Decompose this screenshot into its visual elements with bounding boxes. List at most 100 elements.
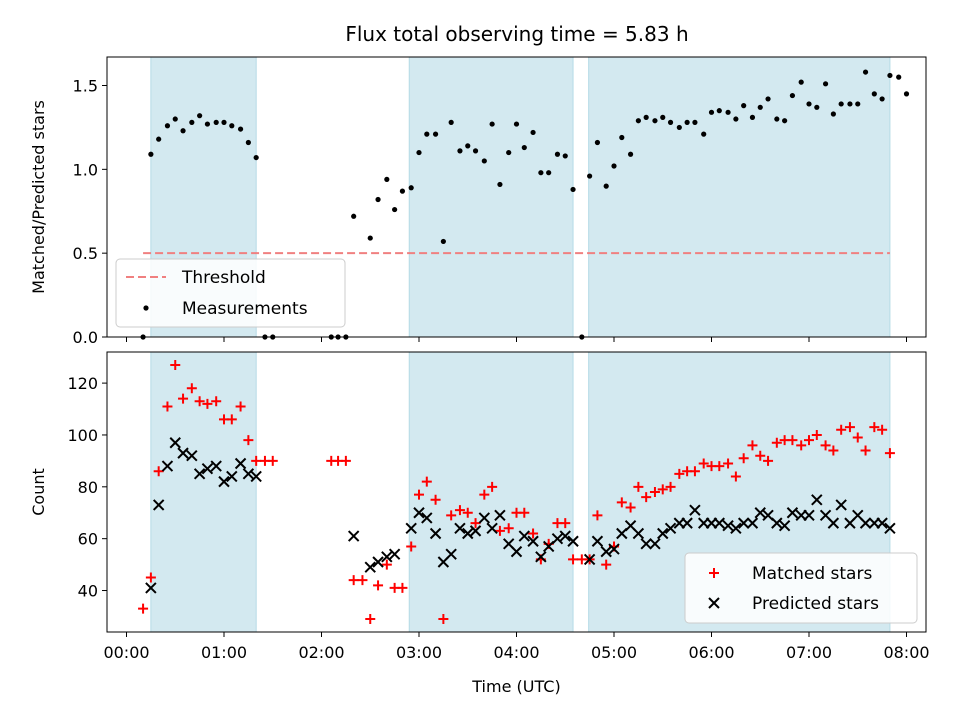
data-point xyxy=(722,519,734,532)
data-point xyxy=(211,396,222,407)
data-point xyxy=(513,121,520,127)
data-point xyxy=(169,437,181,449)
data-point xyxy=(692,119,698,125)
data-point xyxy=(859,517,872,529)
data-point xyxy=(657,527,669,540)
data-point xyxy=(649,487,660,497)
data-point xyxy=(871,91,877,97)
data-point xyxy=(454,522,466,535)
x-axis-label: Time (UTC) xyxy=(471,677,560,696)
data-point xyxy=(876,517,888,529)
data-point xyxy=(730,471,741,482)
data-point xyxy=(592,510,603,521)
data-point xyxy=(494,525,505,536)
data-point xyxy=(245,139,251,146)
data-point xyxy=(806,101,812,107)
data-point xyxy=(689,466,700,477)
data-point xyxy=(796,440,807,451)
data-point xyxy=(755,450,766,461)
x-tick-label: 06:00 xyxy=(688,643,734,662)
data-point xyxy=(438,614,449,625)
data-point xyxy=(787,435,798,446)
data-point xyxy=(855,101,861,107)
data-point xyxy=(201,462,214,475)
legend-swatch-matched xyxy=(709,568,719,578)
data-point xyxy=(896,74,902,80)
data-point xyxy=(741,103,747,109)
data-point xyxy=(820,440,831,451)
data-point xyxy=(725,109,731,115)
data-point xyxy=(570,186,576,193)
data-point xyxy=(462,507,473,518)
legend-swatch-predicted xyxy=(708,597,720,609)
data-point xyxy=(778,519,791,532)
data-point xyxy=(652,118,658,124)
data-point xyxy=(554,151,561,157)
y-tick-label: 0.5 xyxy=(73,244,98,263)
data-point xyxy=(884,522,896,535)
data-point xyxy=(506,149,512,156)
data-point xyxy=(405,522,417,535)
data-point xyxy=(478,512,491,524)
data-point xyxy=(583,553,596,566)
data-point xyxy=(737,517,750,529)
data-point xyxy=(162,401,173,412)
legend: Matched stars Predicted stars xyxy=(684,552,918,624)
data-point xyxy=(527,535,539,547)
x-tick-label: 02:00 xyxy=(298,643,344,662)
data-point xyxy=(827,517,840,529)
data-point xyxy=(189,119,195,125)
data-point xyxy=(429,527,442,540)
data-point xyxy=(649,538,661,550)
y-tick-label: 40 xyxy=(78,582,98,601)
data-point xyxy=(457,148,463,154)
data-point xyxy=(373,580,384,591)
data-point xyxy=(640,538,652,550)
data-point xyxy=(884,448,895,459)
data-point xyxy=(716,108,722,114)
data-point xyxy=(381,551,393,563)
x-tick-label: 07:00 xyxy=(786,643,832,662)
data-point xyxy=(186,383,197,394)
data-point xyxy=(594,139,601,146)
data-point xyxy=(674,468,685,479)
legend-box xyxy=(115,258,346,328)
data-point xyxy=(518,530,531,542)
x-tick-label: 05:00 xyxy=(591,643,637,662)
data-point xyxy=(771,517,783,529)
data-point xyxy=(462,527,474,540)
legend-swatch-measurements xyxy=(143,305,149,311)
data-point xyxy=(481,158,487,164)
data-point xyxy=(714,461,725,472)
data-point xyxy=(469,525,482,537)
data-point xyxy=(494,509,506,522)
data-point xyxy=(798,79,804,85)
data-point xyxy=(608,543,620,555)
series-matched-stars xyxy=(138,359,895,625)
data-point xyxy=(562,153,568,159)
data-point xyxy=(733,116,739,122)
data-point xyxy=(730,522,742,535)
data-point xyxy=(828,445,839,456)
data-point xyxy=(365,614,376,625)
data-point xyxy=(172,116,178,122)
data-point xyxy=(641,492,652,503)
data-point xyxy=(838,101,844,107)
y-tick-label: 0.0 xyxy=(73,328,98,347)
legend-label-threshold: Threshold xyxy=(181,268,266,288)
data-point xyxy=(847,101,853,107)
data-point xyxy=(210,460,222,472)
data-point xyxy=(204,121,211,127)
data-point xyxy=(689,504,701,516)
data-point xyxy=(701,131,707,137)
data-point xyxy=(235,401,246,412)
data-point xyxy=(765,96,771,102)
data-point xyxy=(625,502,636,513)
data-point xyxy=(180,128,186,134)
data-point xyxy=(197,113,203,119)
data-point xyxy=(681,517,693,529)
data-point xyxy=(698,458,709,469)
data-point xyxy=(388,548,401,560)
x-tick-label: 01:00 xyxy=(201,643,247,662)
data-point xyxy=(530,129,536,136)
